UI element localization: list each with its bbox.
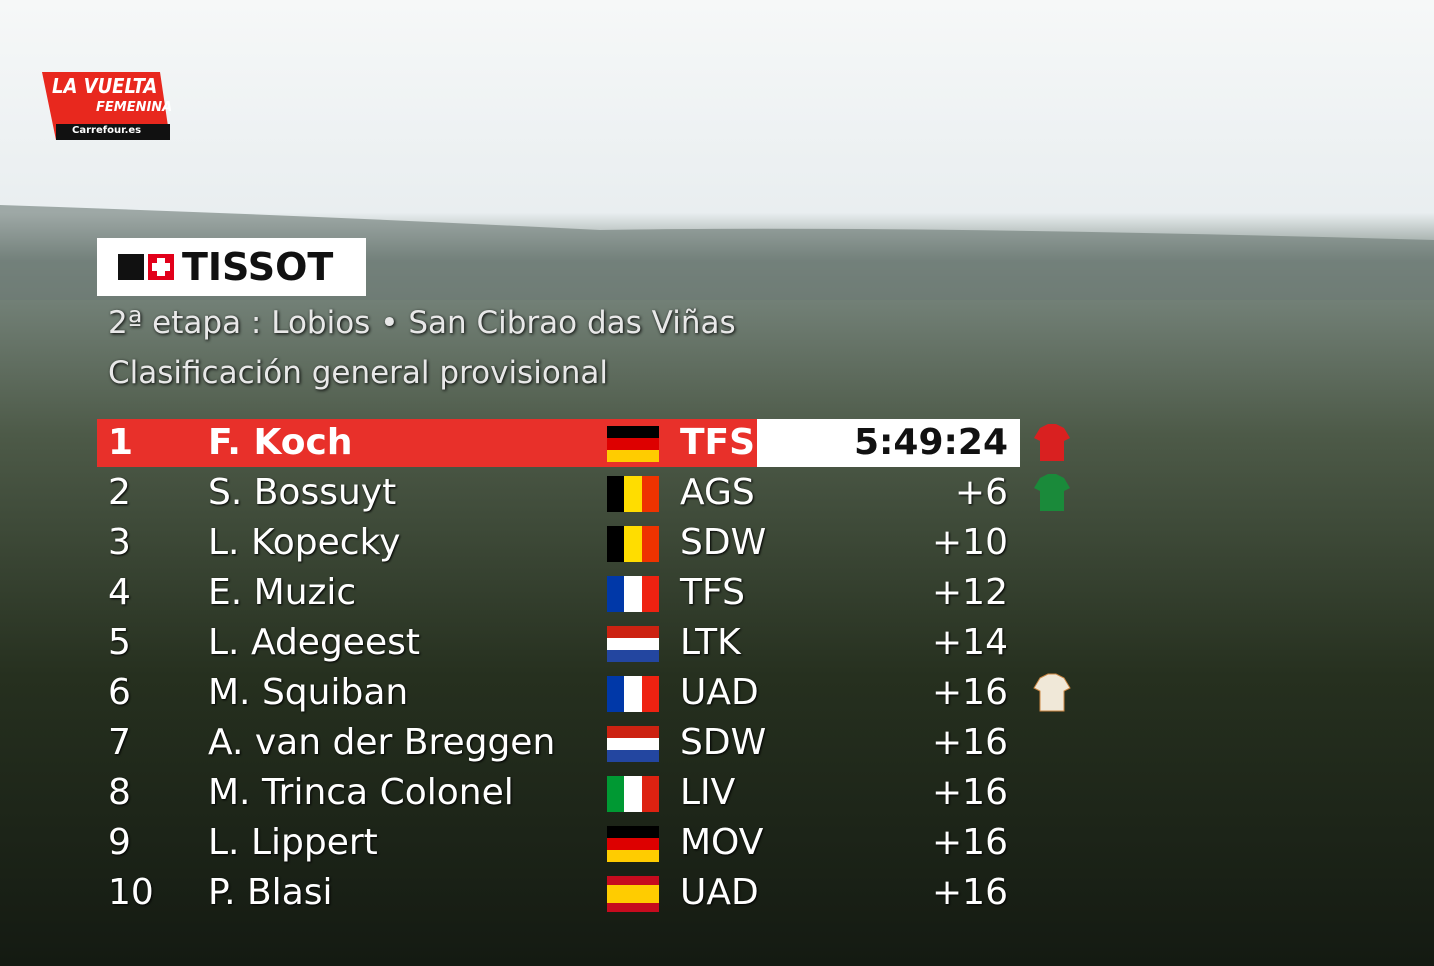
flag-fr <box>607 676 659 712</box>
row-time: +12 <box>932 572 1008 613</box>
row-time: +16 <box>932 722 1008 763</box>
row-team: LTK <box>680 622 741 663</box>
row-name: S. Bossuyt <box>208 472 397 513</box>
row-name: M. Trinca Colonel <box>208 772 514 813</box>
row-time: +16 <box>932 872 1008 913</box>
row-team: SDW <box>680 522 767 563</box>
row-rank: 4 <box>108 572 131 613</box>
logo-sponsor: Carrefour.es <box>72 125 142 136</box>
row-time: +10 <box>932 522 1008 563</box>
row-name: E. Muzic <box>208 572 357 613</box>
row-team: TFS <box>680 422 756 463</box>
flag-nl <box>607 626 659 662</box>
flag-es <box>607 876 659 912</box>
row-time: 5:49:24 <box>853 422 1008 463</box>
jersey-green <box>1034 474 1070 511</box>
row-rank: 10 <box>108 872 154 913</box>
jersey-white <box>1033 673 1071 712</box>
row-rank: 7 <box>108 722 131 763</box>
timing-sponsor: TISSOT <box>182 245 334 289</box>
row-rank: 6 <box>108 672 131 713</box>
flag-de <box>607 426 659 462</box>
logo-line2: FEMENINA <box>96 100 173 115</box>
row-name: F. Koch <box>208 422 353 463</box>
flag-nl <box>607 726 659 762</box>
row-team: LIV <box>680 772 736 813</box>
stage: 2ª etapa : Lobios • San Cibrao das Viñas <box>108 305 736 341</box>
row-team: AGS <box>680 472 755 513</box>
row-name: L. Lippert <box>208 822 378 863</box>
row-time: +14 <box>932 622 1008 663</box>
row-team: MOV <box>680 822 764 863</box>
row-rank: 5 <box>108 622 131 663</box>
row-time: +16 <box>932 672 1008 713</box>
jersey-red <box>1034 424 1070 461</box>
row-time: +16 <box>932 772 1008 813</box>
row-team: TFS <box>680 572 745 613</box>
classification: Clasificación general provisional <box>108 355 609 391</box>
flag-it <box>607 776 659 812</box>
row-team: SDW <box>680 722 767 763</box>
row-name: L. Adegeest <box>208 622 420 663</box>
row-time: +16 <box>932 822 1008 863</box>
flag-de <box>607 826 659 862</box>
row-name: L. Kopecky <box>208 522 401 563</box>
row-rank: 9 <box>108 822 131 863</box>
flag-fr <box>607 576 659 612</box>
row-rank: 3 <box>108 522 131 563</box>
row-team: UAD <box>680 872 759 913</box>
row-rank: 2 <box>108 472 131 513</box>
flag-be <box>607 476 659 512</box>
row-name: M. Squiban <box>208 672 409 713</box>
row-rank: 8 <box>108 772 131 813</box>
row-rank: 1 <box>108 422 134 463</box>
logo-line1: LA VUELTA <box>52 74 158 98</box>
flag-be <box>607 526 659 562</box>
row-name: A. van der Breggen <box>208 722 556 763</box>
row-team: UAD <box>680 672 759 713</box>
row-time: +6 <box>954 472 1008 513</box>
row-name: P. Blasi <box>208 872 333 913</box>
